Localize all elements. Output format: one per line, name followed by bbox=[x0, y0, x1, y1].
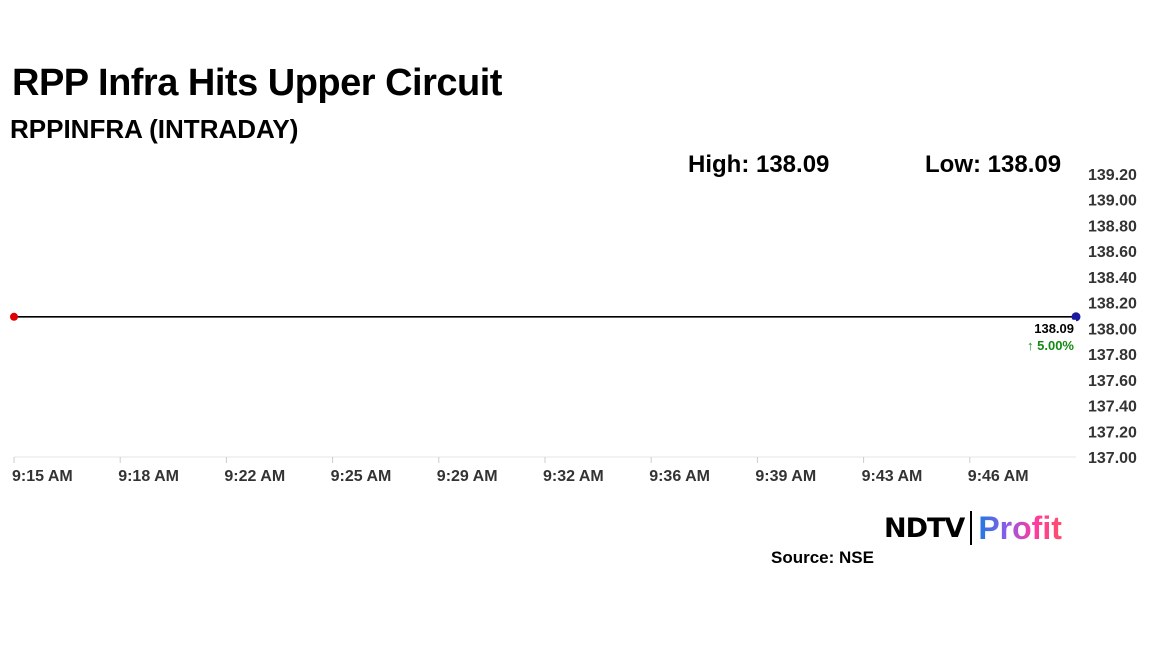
low-label: Low: 138.09 bbox=[925, 151, 1062, 178]
x-tick-label: 9:32 AM bbox=[543, 468, 604, 485]
y-tick-label: 138.00 bbox=[1088, 321, 1137, 338]
y-tick-label: 138.60 bbox=[1088, 244, 1137, 261]
y-tick-label: 137.00 bbox=[1088, 450, 1137, 467]
y-tick-label: 137.60 bbox=[1088, 373, 1137, 390]
high-label: High: 138.09 bbox=[688, 151, 830, 178]
x-tick-label: 9:36 AM bbox=[649, 468, 710, 485]
y-tick-label: 137.20 bbox=[1088, 424, 1137, 441]
x-tick-label: 9:25 AM bbox=[331, 468, 392, 485]
source-note: Source: NSE bbox=[771, 548, 874, 567]
x-tick-label: 9:15 AM bbox=[12, 468, 73, 485]
y-tick-label: 138.40 bbox=[1088, 270, 1137, 287]
y-tick-label: 137.40 bbox=[1088, 399, 1137, 416]
x-tick-label: 9:39 AM bbox=[755, 468, 816, 485]
y-tick-label: 138.20 bbox=[1088, 296, 1137, 313]
y-tick-label: 139.20 bbox=[1088, 167, 1137, 184]
start-point-marker bbox=[10, 312, 18, 321]
x-tick-label: 9:43 AM bbox=[862, 468, 923, 485]
x-tick-label: 9:18 AM bbox=[118, 468, 179, 485]
end-point-marker bbox=[1071, 312, 1081, 322]
logo-divider bbox=[970, 511, 973, 545]
chart-subtitle: RPPINFRA (INTRADAY) bbox=[10, 114, 299, 144]
y-tick-label: 139.00 bbox=[1088, 193, 1137, 210]
chart-title: RPP Infra Hits Upper Circuit bbox=[12, 62, 502, 104]
x-tick-label: 9:22 AM bbox=[224, 468, 285, 485]
x-tick-label: 9:29 AM bbox=[437, 468, 498, 485]
logo-profit: Profit bbox=[978, 509, 1062, 546]
x-tick-label: 9:46 AM bbox=[968, 468, 1029, 485]
y-tick-label: 137.80 bbox=[1088, 347, 1137, 364]
ndtv-profit-logo: NDTV Profit bbox=[884, 508, 1062, 548]
y-tick-label: 138.80 bbox=[1088, 218, 1137, 235]
last-value-label: 138.09 bbox=[1034, 321, 1074, 336]
logo-ndtv: NDTV bbox=[884, 512, 965, 544]
change-percent-label: ↑ 5.00% bbox=[1027, 338, 1074, 353]
last-value-background bbox=[1026, 319, 1076, 337]
